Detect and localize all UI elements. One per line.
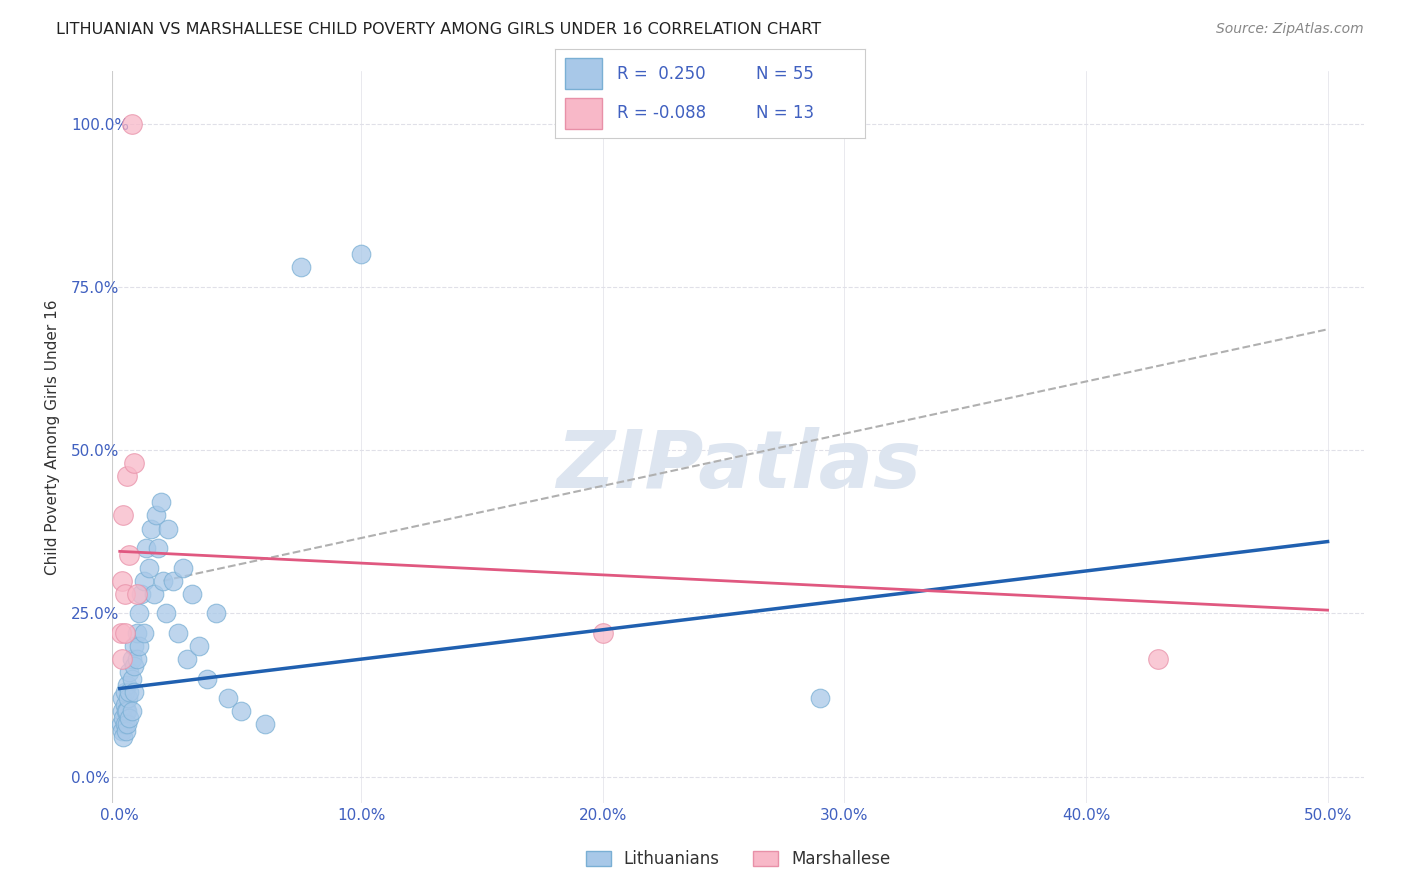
Point (132, 626, 155, 640)
Point (181, 587, 204, 601)
Point (172, 560, 194, 574)
Point (290, 260, 312, 275)
Text: R = -0.088: R = -0.088 (617, 104, 706, 122)
Point (122, 658, 145, 673)
Point (808, 691, 831, 706)
Point (1147, 652, 1170, 666)
Point (112, 731, 135, 745)
Point (122, 456, 145, 470)
Point (125, 587, 148, 601)
Point (112, 508, 135, 523)
Point (115, 678, 138, 692)
Point (157, 521, 180, 535)
Point (115, 469, 138, 483)
Point (121, 652, 143, 666)
Point (125, 626, 148, 640)
Point (229, 705, 252, 719)
Point (195, 672, 218, 686)
Point (114, 626, 136, 640)
Point (121, 705, 143, 719)
FancyBboxPatch shape (565, 58, 602, 89)
Legend: Lithuanians, Marshallese: Lithuanians, Marshallese (579, 844, 897, 875)
Point (149, 495, 172, 509)
Text: ZIPatlas: ZIPatlas (555, 427, 921, 506)
Point (118, 685, 141, 699)
Point (111, 705, 134, 719)
Point (118, 711, 141, 725)
Point (155, 607, 177, 621)
Point (176, 652, 198, 666)
Point (162, 574, 184, 588)
Point (152, 574, 174, 588)
Point (115, 705, 138, 719)
Point (122, 639, 145, 653)
Point (111, 723, 134, 738)
Point (128, 639, 150, 653)
Point (111, 652, 134, 666)
Point (145, 508, 167, 523)
Point (125, 652, 148, 666)
Point (217, 691, 239, 706)
Point (139, 521, 162, 535)
Point (114, 587, 136, 601)
Point (135, 541, 157, 555)
Point (114, 717, 136, 731)
Point (128, 607, 150, 621)
Text: N = 13: N = 13 (756, 104, 814, 122)
Point (148, 541, 170, 555)
Point (114, 723, 136, 738)
Point (110, 626, 132, 640)
Point (118, 548, 141, 562)
Point (112, 711, 135, 725)
Point (111, 574, 134, 588)
Point (114, 705, 136, 719)
Text: R =  0.250: R = 0.250 (617, 65, 706, 83)
Text: Source: ZipAtlas.com: Source: ZipAtlas.com (1216, 22, 1364, 37)
Point (350, 247, 373, 261)
Point (188, 639, 211, 653)
Point (114, 698, 136, 712)
Point (117, 691, 139, 706)
Y-axis label: Child Poverty Among Girls Under 16: Child Poverty Among Girls Under 16 (45, 300, 59, 574)
Point (122, 685, 145, 699)
Text: LITHUANIAN VS MARSHALLESE CHILD POVERTY AMONG GIRLS UNDER 16 CORRELATION CHART: LITHUANIAN VS MARSHALLESE CHILD POVERTY … (56, 22, 821, 37)
Point (118, 665, 141, 680)
Point (111, 691, 134, 706)
Point (142, 587, 165, 601)
Point (592, 626, 614, 640)
Point (110, 717, 132, 731)
FancyBboxPatch shape (565, 98, 602, 129)
Point (121, 117, 143, 131)
Point (114, 685, 136, 699)
Text: N = 55: N = 55 (756, 65, 814, 83)
Point (205, 607, 228, 621)
Point (166, 626, 188, 640)
Point (138, 560, 160, 574)
Point (132, 574, 155, 588)
Point (131, 587, 153, 601)
Point (253, 717, 276, 731)
Point (115, 717, 138, 731)
Point (121, 672, 143, 686)
